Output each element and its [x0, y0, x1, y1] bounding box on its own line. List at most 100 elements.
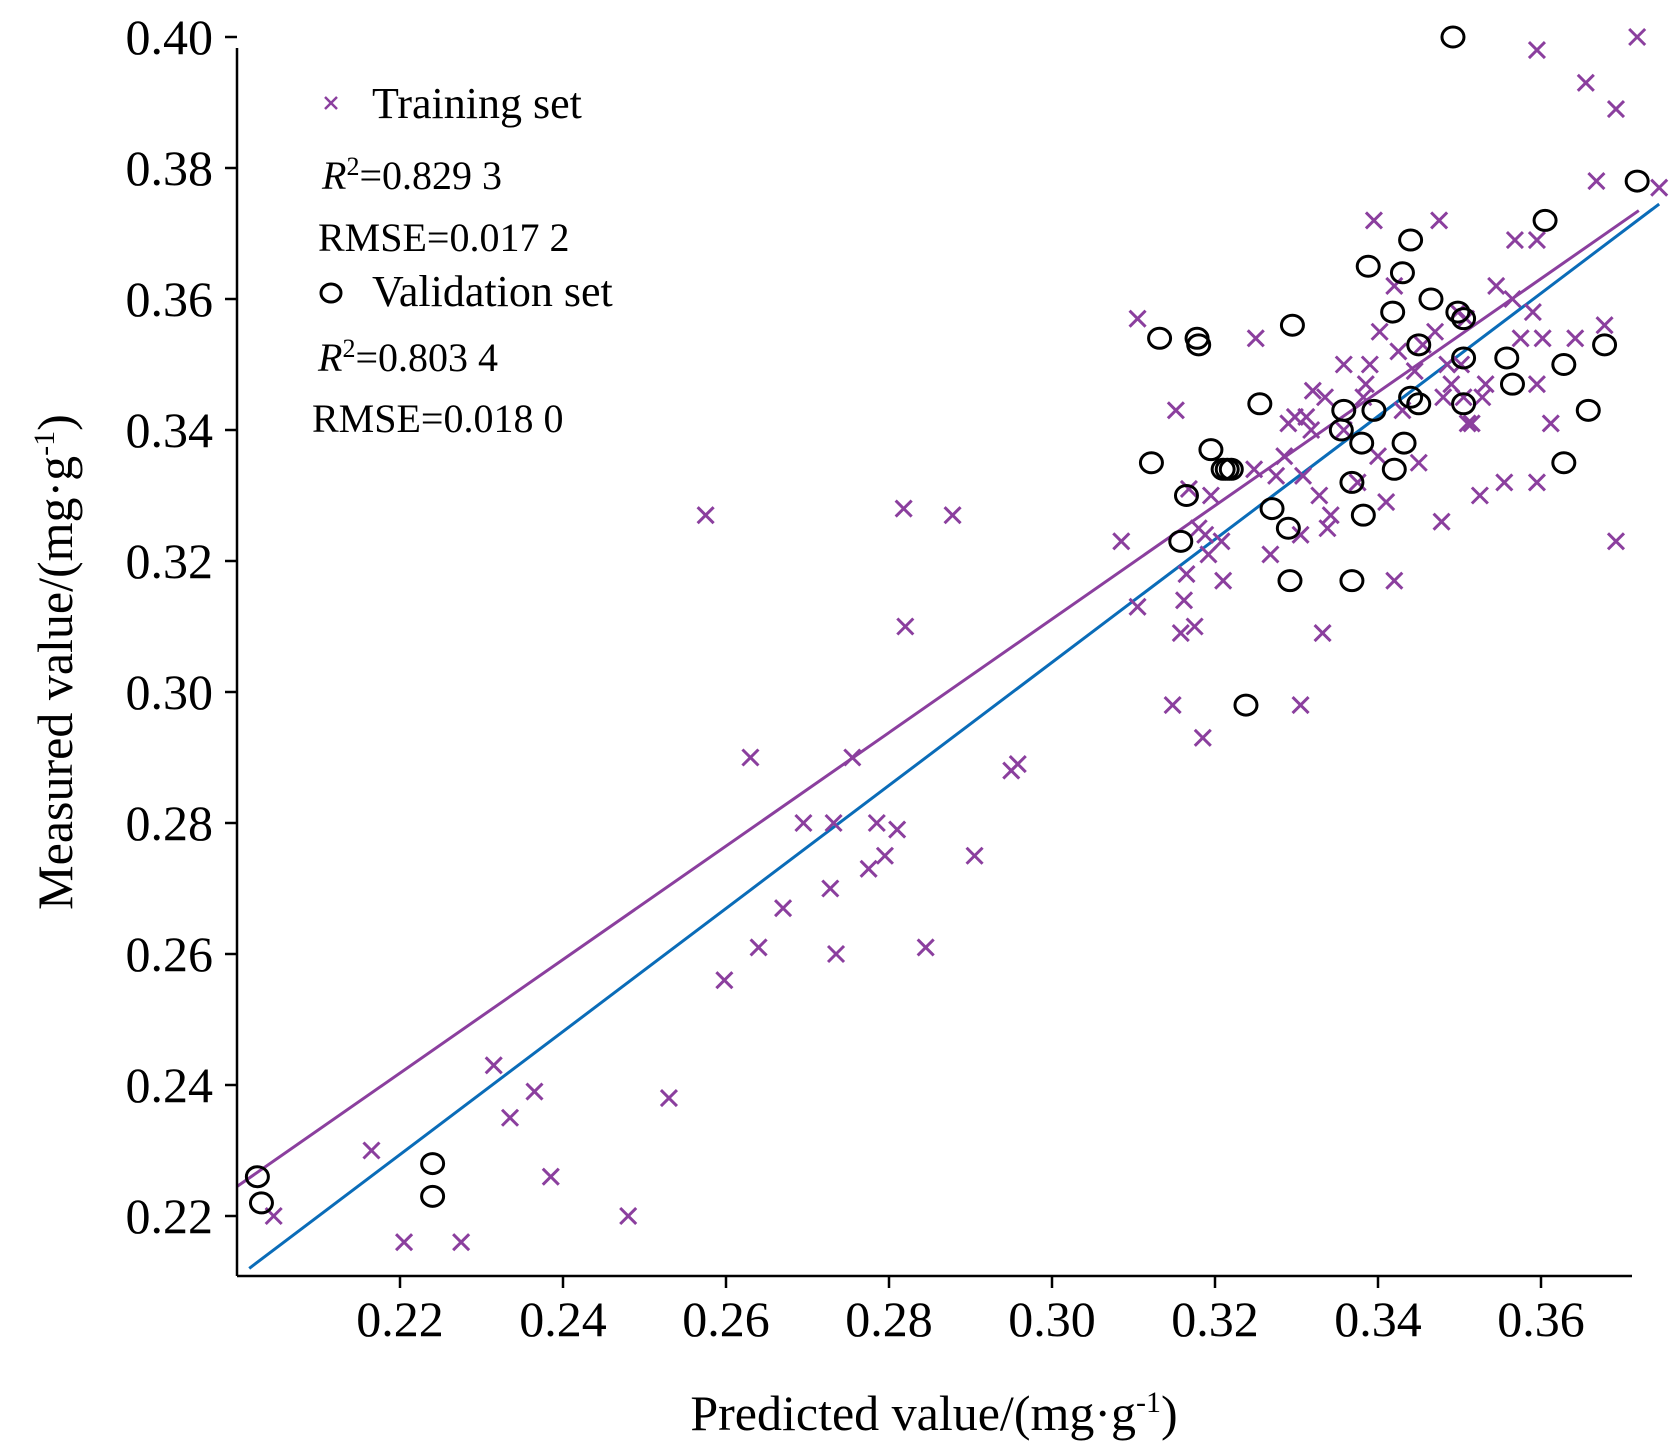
training-point [1008, 754, 1027, 774]
training-point [1291, 696, 1310, 715]
validation-point [1259, 497, 1285, 521]
training-point [452, 1233, 471, 1252]
validation-r2-text: R2=0.803 4 [317, 334, 498, 380]
training-point [826, 944, 846, 964]
validation-point [1349, 431, 1375, 455]
training-point [1650, 178, 1669, 197]
y-tick-label: 0.30 [126, 664, 214, 720]
x-tick-label: 0.30 [1008, 1291, 1096, 1347]
validation-point [1406, 333, 1432, 357]
training-point [484, 1056, 503, 1075]
y-axis-title: Measured value/(mg·g-1) [27, 414, 83, 910]
x-axis-title: Predicted value/(mg·g-1) [690, 1385, 1177, 1441]
training-point [1293, 466, 1313, 485]
training-point [1487, 276, 1506, 295]
validation-point [1233, 693, 1259, 717]
validation-point [1551, 451, 1577, 475]
validation-point [1575, 398, 1601, 422]
training-point [896, 617, 915, 636]
training-point [1310, 486, 1329, 505]
training-point [749, 938, 768, 957]
training-point [395, 1233, 414, 1252]
training-point [1302, 420, 1321, 440]
training-fit-line [236, 209, 1640, 1188]
y-tick-label: 0.38 [126, 140, 214, 196]
validation-point [1380, 300, 1406, 324]
training-point [1163, 696, 1182, 715]
x-tick-label: 0.26 [682, 1291, 770, 1347]
y-tick-label: 0.26 [126, 926, 214, 982]
validation-point [1279, 313, 1305, 337]
training-point [916, 938, 935, 957]
validation-point [1398, 385, 1424, 409]
legend: Training set R2=0.829 3 RMSE=0.017 2 Val… [312, 79, 613, 441]
training-point [541, 1167, 560, 1186]
validation-point [1198, 438, 1224, 462]
legend-validation-marker-icon [319, 282, 343, 304]
validation-point [1532, 208, 1558, 232]
training-point [794, 813, 813, 833]
training-point [1476, 375, 1495, 394]
training-point [1334, 355, 1353, 374]
training-point [1214, 571, 1233, 590]
training-point [1360, 355, 1379, 374]
training-point [1318, 519, 1337, 538]
training-point [843, 748, 862, 767]
y-ticks-group: 0.22 0.24 0.26 0.28 0.30 0.32 0.34 0.36 0.38 0.40 [126, 9, 237, 1244]
training-point [1595, 316, 1614, 335]
training-point [1196, 525, 1215, 544]
training-point [1405, 361, 1424, 381]
training-point [875, 846, 894, 865]
axes-group [235, 48, 1632, 1278]
training-point [1377, 492, 1396, 512]
training-point [1261, 545, 1280, 564]
x-tick-label: 0.34 [1334, 1291, 1422, 1347]
training-point [1315, 388, 1335, 407]
training-point [1566, 329, 1585, 348]
validation-point [1339, 569, 1365, 593]
training-point [1527, 41, 1546, 60]
training-point [1166, 401, 1185, 420]
training-point [1454, 388, 1473, 407]
training-point [1171, 623, 1190, 643]
validation-point [1328, 418, 1354, 442]
training-point [1430, 211, 1449, 230]
validation-point [1398, 228, 1424, 252]
y-tick-label: 0.36 [126, 271, 214, 327]
validation-point [1499, 372, 1525, 396]
y-tick-label: 0.28 [126, 795, 214, 851]
training-point [773, 899, 793, 918]
training-point [715, 971, 734, 990]
training-point [1541, 414, 1560, 433]
y-tick-label: 0.22 [126, 1188, 214, 1244]
x-tick-label: 0.32 [1171, 1291, 1259, 1347]
training-point [1275, 447, 1294, 466]
training-point [965, 846, 984, 865]
validation-point [1186, 333, 1212, 357]
validation-point [1168, 529, 1194, 553]
training-point [1313, 623, 1332, 643]
training-rmse-text: RMSE=0.017 2 [318, 215, 569, 260]
validation-fit-line [248, 202, 1661, 1270]
training-point [525, 1082, 544, 1101]
training-point [1503, 289, 1522, 309]
training-point [943, 506, 962, 525]
training-point [1112, 532, 1131, 551]
validation-point [1418, 287, 1444, 311]
validation-point [1624, 169, 1650, 193]
validation-point [1551, 353, 1577, 376]
training-point [1291, 525, 1310, 544]
validation-point [1451, 346, 1477, 370]
training-point [1527, 473, 1546, 492]
training-point [1245, 460, 1264, 479]
validation-point [1361, 398, 1387, 422]
training-point [1527, 230, 1546, 250]
validation-point [420, 1184, 446, 1208]
training-point [1527, 375, 1546, 394]
training-point [1462, 414, 1481, 433]
validation-point [1451, 307, 1477, 331]
training-point [888, 820, 907, 839]
training-point [659, 1089, 679, 1108]
validation-point [420, 1152, 446, 1176]
